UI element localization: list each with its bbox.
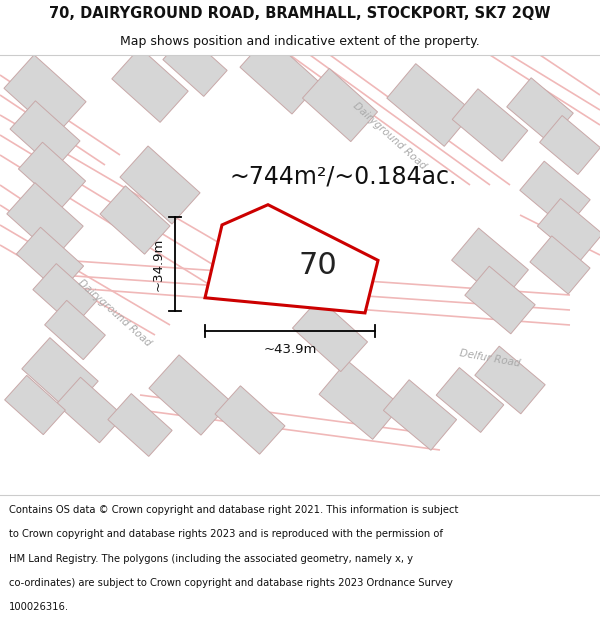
Polygon shape (302, 68, 377, 142)
Polygon shape (538, 199, 600, 261)
Text: 100026316.: 100026316. (9, 602, 69, 612)
Polygon shape (4, 55, 86, 135)
Polygon shape (108, 394, 172, 456)
Polygon shape (5, 376, 65, 434)
Polygon shape (44, 301, 106, 359)
Polygon shape (112, 48, 188, 122)
Text: Dairyground Road: Dairyground Road (76, 278, 154, 348)
Polygon shape (215, 386, 285, 454)
Text: Contains OS data © Crown copyright and database right 2021. This information is : Contains OS data © Crown copyright and d… (9, 506, 458, 516)
Polygon shape (7, 182, 83, 258)
Polygon shape (520, 161, 590, 229)
Polygon shape (452, 228, 529, 302)
Text: Map shows position and indicative extent of the property.: Map shows position and indicative extent… (120, 35, 480, 48)
Text: 70, DAIRYGROUND ROAD, BRAMHALL, STOCKPORT, SK7 2QW: 70, DAIRYGROUND ROAD, BRAMHALL, STOCKPOR… (49, 6, 551, 21)
Text: ~43.9m: ~43.9m (263, 343, 317, 356)
Polygon shape (475, 346, 545, 414)
Text: ~34.9m: ~34.9m (152, 237, 165, 291)
Text: co-ordinates) are subject to Crown copyright and database rights 2023 Ordnance S: co-ordinates) are subject to Crown copyr… (9, 578, 453, 587)
Polygon shape (465, 266, 535, 334)
Polygon shape (240, 36, 320, 114)
Polygon shape (205, 205, 378, 313)
Text: to Crown copyright and database rights 2023 and is reproduced with the permissio: to Crown copyright and database rights 2… (9, 529, 443, 539)
Text: HM Land Registry. The polygons (including the associated geometry, namely x, y: HM Land Registry. The polygons (includin… (9, 554, 413, 564)
Text: Delfur Road: Delfur Road (254, 278, 316, 298)
Polygon shape (120, 146, 200, 224)
Polygon shape (452, 89, 528, 161)
Polygon shape (539, 116, 600, 174)
Polygon shape (22, 338, 98, 412)
Text: Delfur Road: Delfur Road (459, 348, 521, 369)
Polygon shape (10, 101, 80, 169)
Polygon shape (292, 298, 368, 372)
Polygon shape (16, 228, 83, 292)
Polygon shape (530, 236, 590, 294)
Text: 70: 70 (298, 251, 337, 279)
Polygon shape (163, 34, 227, 96)
Polygon shape (149, 355, 231, 435)
Polygon shape (33, 264, 97, 326)
Polygon shape (436, 368, 504, 432)
Polygon shape (19, 142, 86, 208)
Text: Dairyground Road: Dairyground Road (352, 101, 428, 171)
Polygon shape (100, 186, 170, 254)
Polygon shape (387, 64, 473, 146)
Text: ~744m²/~0.184ac.: ~744m²/~0.184ac. (230, 164, 457, 188)
Polygon shape (507, 78, 573, 142)
Polygon shape (56, 378, 124, 442)
Polygon shape (383, 380, 457, 450)
Polygon shape (319, 361, 401, 439)
